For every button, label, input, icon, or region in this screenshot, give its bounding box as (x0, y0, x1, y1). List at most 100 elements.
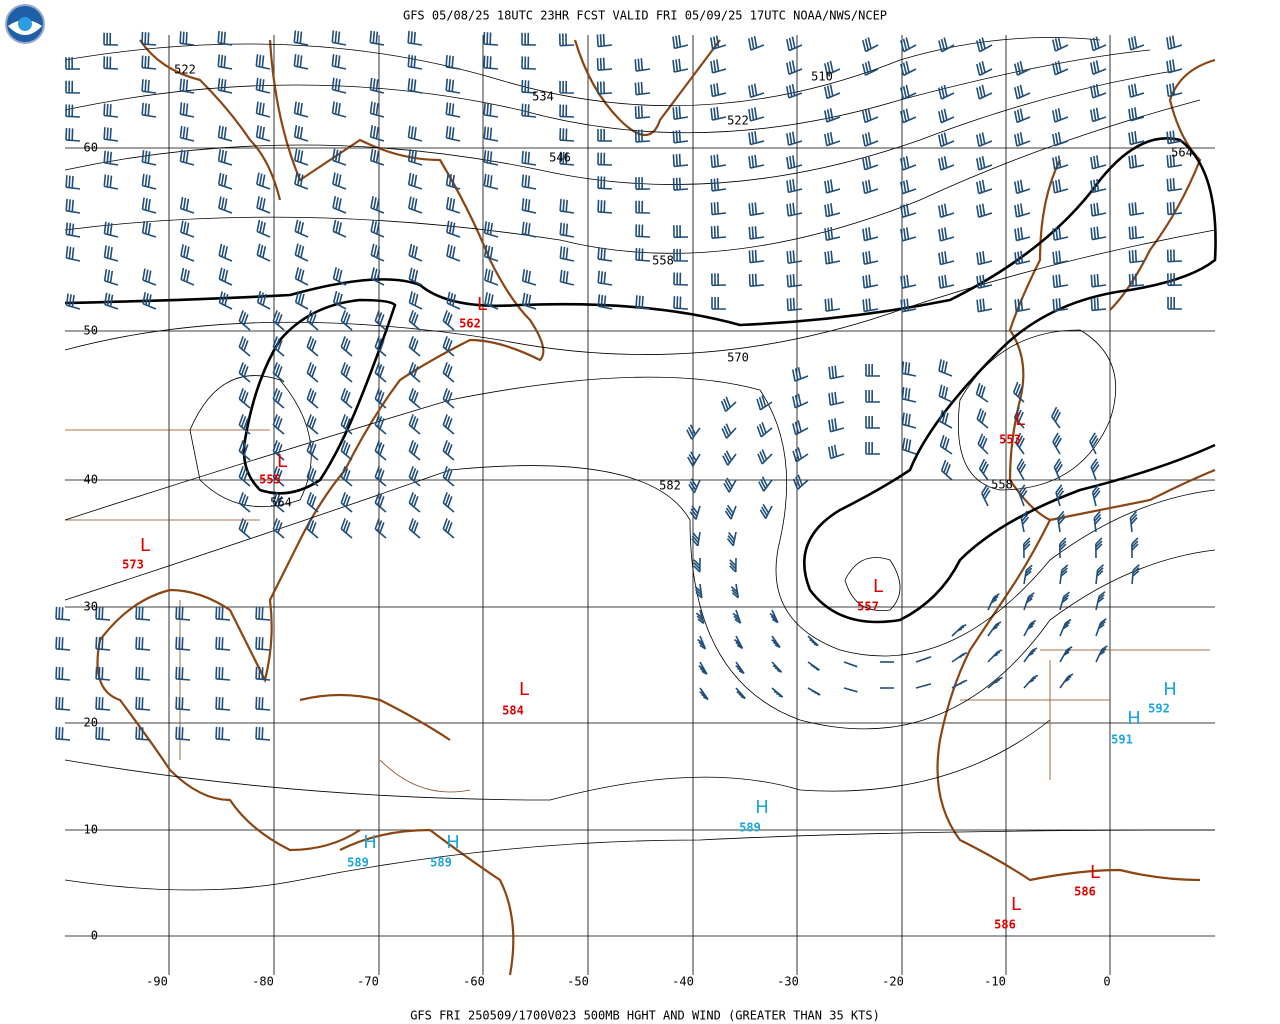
wind-barb (1013, 407, 1025, 429)
wind-barb (408, 492, 421, 513)
wind-barb (824, 131, 841, 147)
wind-barb (1014, 179, 1031, 195)
wind-barb (141, 31, 157, 46)
wind-barb (710, 83, 727, 98)
wind-barb (332, 172, 347, 190)
wind-barb (180, 220, 195, 238)
wind-barb (785, 83, 803, 99)
wind-barb (748, 202, 765, 217)
wind-barb (141, 55, 157, 70)
latitude-label: 0 (91, 929, 98, 943)
wind-barb (951, 679, 968, 689)
wind-barb (65, 80, 81, 94)
wind-barb (483, 102, 499, 118)
wind-barb (306, 466, 319, 487)
wind-barb (558, 33, 575, 47)
wind-barb (698, 661, 708, 675)
wind-barb (865, 364, 880, 377)
wind-barb (306, 336, 319, 357)
contour-label: 564 (1171, 146, 1193, 160)
wind-barb (1090, 178, 1107, 194)
wind-barb (306, 492, 319, 513)
wind-barb (141, 197, 157, 214)
wind-barb (771, 687, 784, 698)
wind-barb (103, 150, 119, 166)
wind-barb (1052, 250, 1069, 265)
wind-barb (103, 221, 119, 238)
wind-barb (710, 59, 727, 74)
wind-barb (306, 440, 319, 461)
wind-barb (786, 178, 803, 194)
wind-barb (55, 666, 71, 681)
wind-barb (180, 244, 195, 262)
wind-barb (238, 388, 251, 409)
wind-barb (306, 362, 319, 383)
wind-barb (103, 103, 119, 118)
wind-barb (900, 37, 917, 53)
wind-barb (748, 273, 765, 287)
wind-barb (828, 365, 845, 380)
height-contours (64, 37, 1217, 891)
wind-barb (272, 310, 285, 331)
pressure-value: 586 (1074, 885, 1096, 899)
wind-barb (445, 78, 461, 94)
wind-barb (1091, 484, 1101, 507)
wind-barb (293, 124, 309, 142)
wind-barb (374, 336, 387, 357)
wind-barb (1090, 274, 1107, 288)
wind-barb (710, 106, 727, 121)
wind-barb (786, 297, 803, 312)
wind-barb (597, 128, 613, 142)
wind-barb (1014, 60, 1031, 76)
wind-barb (722, 450, 737, 466)
wind-barb (1052, 226, 1069, 241)
wind-barb (483, 55, 499, 70)
wind-barb (596, 33, 613, 48)
wind-barb (272, 466, 285, 487)
wind-barb (218, 243, 233, 262)
wind-barb (408, 414, 421, 435)
wind-barb (272, 388, 285, 409)
wind-barb (792, 447, 809, 463)
wind-barb (65, 246, 81, 262)
wind-barb (1167, 273, 1183, 287)
wind-barb (1014, 227, 1031, 242)
wind-barb (331, 101, 347, 118)
contour-label: 582 (659, 479, 681, 493)
wind-barb (1166, 130, 1183, 145)
wind-barb (408, 466, 421, 487)
wind-barb (374, 518, 387, 539)
wind-barb (771, 661, 783, 673)
wind-barb (711, 273, 727, 287)
wind-barb (900, 179, 917, 195)
wind-barb (255, 54, 271, 70)
wind-barb (179, 31, 195, 46)
wind-barb (1012, 381, 1025, 403)
wind-barb (255, 726, 271, 741)
wind-barb (272, 336, 285, 357)
wind-barb (256, 219, 271, 238)
wind-barb (865, 390, 880, 403)
wind-barb (369, 77, 385, 94)
wind-barb (180, 267, 195, 286)
wind-barb (483, 150, 499, 166)
wind-barb (442, 336, 455, 357)
latitude-label: 30 (84, 600, 98, 614)
wind-barb (786, 202, 803, 217)
longitude-label: -30 (777, 975, 799, 989)
wind-barb (442, 414, 455, 435)
wind-barb (1167, 296, 1183, 310)
wind-barb (1051, 60, 1069, 76)
pressure-value: 555 (259, 473, 281, 487)
wind-barb (726, 531, 737, 547)
wind-barb (559, 104, 575, 118)
wind-barb (792, 474, 809, 490)
wind-barb (937, 132, 955, 148)
contour-label: 564 (270, 496, 292, 510)
wind-barb (976, 37, 993, 53)
wind-barb (748, 249, 765, 264)
wind-barb (484, 268, 499, 286)
wind-barb (218, 267, 233, 286)
wind-barb (442, 440, 455, 461)
wind-barb (332, 219, 347, 238)
